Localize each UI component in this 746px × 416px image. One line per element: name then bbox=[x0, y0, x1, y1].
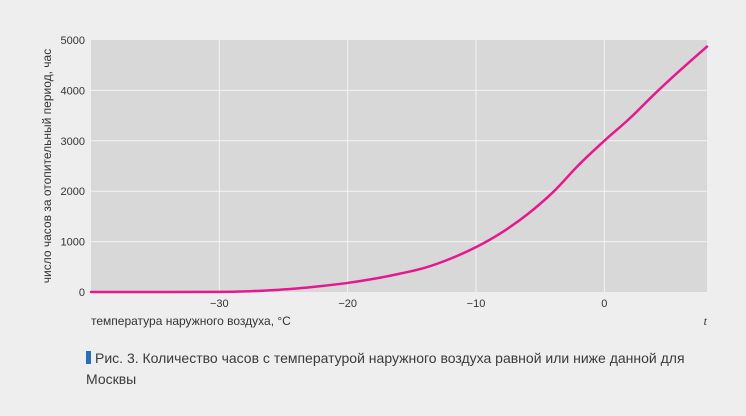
y-tick-label: 4000 bbox=[61, 85, 85, 97]
caption-marker bbox=[86, 351, 91, 364]
y-tick-label: 0 bbox=[79, 287, 85, 299]
x-tick-label: 0 bbox=[601, 298, 607, 310]
y-axis-label: число часов за отопительный период, час bbox=[40, 49, 54, 283]
y-tick-label: 1000 bbox=[61, 237, 85, 249]
y-tick-label: 2000 bbox=[61, 186, 85, 198]
x-tick-label: −10 bbox=[467, 298, 486, 310]
x-tick-label: −30 bbox=[210, 298, 229, 310]
chart: 0 1000 2000 3000 4000 5000 −30 −20 −10 0 температ… bbox=[40, 35, 709, 328]
x-tick-label: −20 bbox=[338, 298, 357, 310]
series-line bbox=[89, 45, 709, 294]
y-tick-label: 5000 bbox=[61, 35, 85, 47]
plot-area bbox=[91, 40, 707, 292]
y-tick-label: 3000 bbox=[61, 136, 85, 148]
figure-caption: Рис. 3. Количество часов с температурой … bbox=[86, 348, 716, 390]
x-axis-label: температура наружного воздуха, °С bbox=[91, 314, 291, 328]
caption-text: Рис. 3. Количество часов с температурой … bbox=[86, 350, 685, 387]
grid bbox=[91, 40, 707, 292]
tick-labels: 0 1000 2000 3000 4000 5000 −30 −20 −10 0 bbox=[61, 35, 608, 310]
x-axis-end-label: t bbox=[704, 314, 708, 328]
